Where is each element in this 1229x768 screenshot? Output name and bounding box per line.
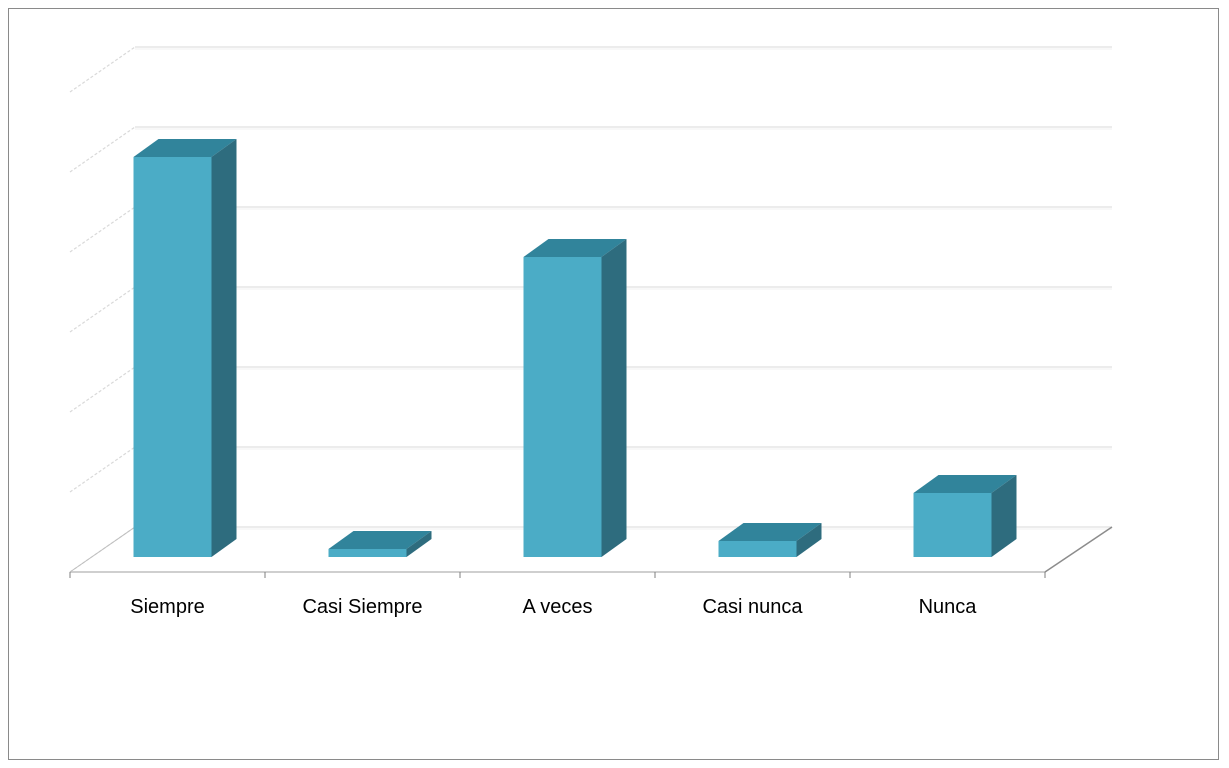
gridline-side [69,46,136,93]
bar-casi-siempre [328,531,432,557]
category-label: Casi Siempre [302,596,422,618]
bar-siempre [133,139,237,557]
category-label: Siempre [130,596,204,618]
category-label: A veces [522,596,592,618]
bar-top [328,531,432,549]
bars [133,139,1017,557]
gridline-side [69,126,136,173]
chart-floor [69,526,1113,578]
floor-left-edge [69,526,136,573]
bar-nunca [913,475,1017,557]
bar-front [328,549,407,557]
gridline-side [69,366,136,413]
floor-right-edge [1044,526,1113,573]
bar-top [913,475,1017,493]
category-label: Casi nunca [702,596,803,618]
category-labels: Siempre Casi Siempre A veces Casi nunca Nunc… [130,596,977,618]
bar-side [406,531,432,557]
gridline-side [69,206,136,253]
bar-side [601,239,627,557]
bar-front [523,257,602,557]
bar-top [718,523,822,541]
bar-top [523,239,627,257]
gridline-side [69,446,136,493]
bar-front [913,493,992,557]
category-label: Nunca [919,596,978,618]
bar-front [133,157,212,557]
bar-side [991,475,1017,557]
gridline-side [69,286,136,333]
bar-front [718,541,797,557]
bar-side [796,523,822,557]
bar-a-veces [523,239,627,557]
bar-casi-nunca [718,523,822,557]
bar-side [211,139,237,557]
bar-top [133,139,237,157]
